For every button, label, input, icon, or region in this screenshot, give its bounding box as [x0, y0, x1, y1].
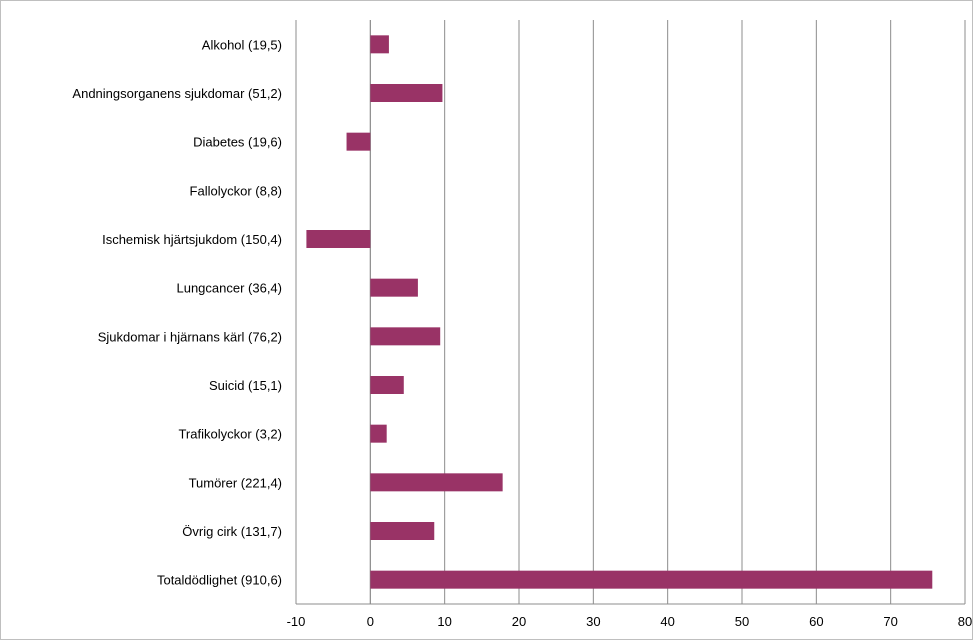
x-tick-label: 60	[809, 614, 823, 629]
category-label: Andningsorganens sjukdomar (51,2)	[72, 86, 282, 101]
category-label: Tumörer (221,4)	[189, 475, 282, 490]
bar	[370, 473, 503, 492]
bar	[370, 424, 387, 443]
x-tick-label: 70	[883, 614, 897, 629]
category-label: Totaldödlighet (910,6)	[157, 573, 282, 588]
category-label: Ischemisk hjärtsjukdom (150,4)	[102, 232, 282, 247]
bar	[370, 522, 435, 540]
bar	[346, 132, 371, 151]
x-tick-label: 20	[512, 614, 526, 629]
x-tick-label: 40	[660, 614, 674, 629]
category-label: Fallolyckor (8,8)	[190, 183, 282, 198]
category-label: Suicid (15,1)	[209, 378, 282, 393]
x-tick-label: 30	[586, 614, 600, 629]
x-tick-label: 10	[437, 614, 451, 629]
bar	[370, 278, 418, 297]
category-label: Trafikolyckor (3,2)	[178, 427, 282, 442]
bar	[370, 327, 441, 346]
category-label: Alkohol (19,5)	[202, 37, 282, 52]
bar	[370, 84, 443, 102]
plot-area	[296, 20, 965, 604]
x-tick-label: 0	[367, 614, 374, 629]
bar	[306, 230, 371, 248]
x-tick-label: 80	[958, 614, 972, 629]
bar	[370, 376, 404, 394]
x-tick-label: -10	[287, 614, 306, 629]
category-label: Sjukdomar i hjärnans kärl (76,2)	[98, 329, 282, 344]
category-label: Övrig cirk (131,7)	[182, 524, 282, 539]
bar	[370, 570, 933, 589]
category-label: Lungcancer (36,4)	[176, 281, 282, 296]
bar	[370, 35, 389, 54]
category-label: Diabetes (19,6)	[193, 135, 282, 150]
x-tick-label: 50	[735, 614, 749, 629]
